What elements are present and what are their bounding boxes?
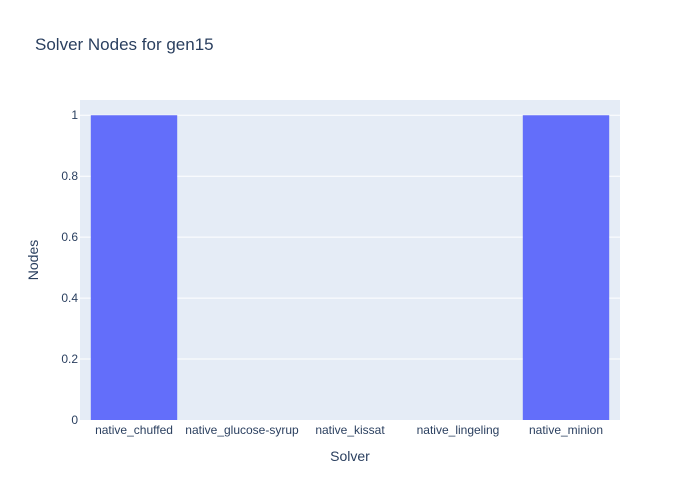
x-tick-labels: native_chuffed native_glucose-syrup native… (95, 423, 603, 437)
bar-native-minion[interactable] (522, 115, 610, 420)
y-tick-label: 0.2 (61, 352, 78, 366)
y-tick-labels: 0 0.2 0.4 0.6 0.8 1 (61, 108, 78, 427)
chart-title: Solver Nodes for gen15 (35, 35, 214, 54)
x-tick-label: native_minion (529, 423, 603, 437)
x-axis-title: Solver (330, 448, 370, 464)
bars (90, 115, 610, 420)
y-axis-title: Nodes (25, 240, 41, 280)
bar-native-chuffed[interactable] (90, 115, 178, 420)
x-tick-label: native_lingeling (417, 423, 500, 437)
x-tick-label: native_kissat (315, 423, 385, 437)
y-tick-label: 0 (71, 413, 78, 427)
y-tick-label: 0.6 (61, 230, 78, 244)
x-tick-label: native_chuffed (95, 423, 173, 437)
y-tick-label: 0.8 (61, 169, 78, 183)
y-tick-label: 0.4 (61, 291, 78, 305)
x-tick-label: native_glucose-syrup (185, 423, 299, 437)
y-tick-label: 1 (71, 108, 78, 122)
